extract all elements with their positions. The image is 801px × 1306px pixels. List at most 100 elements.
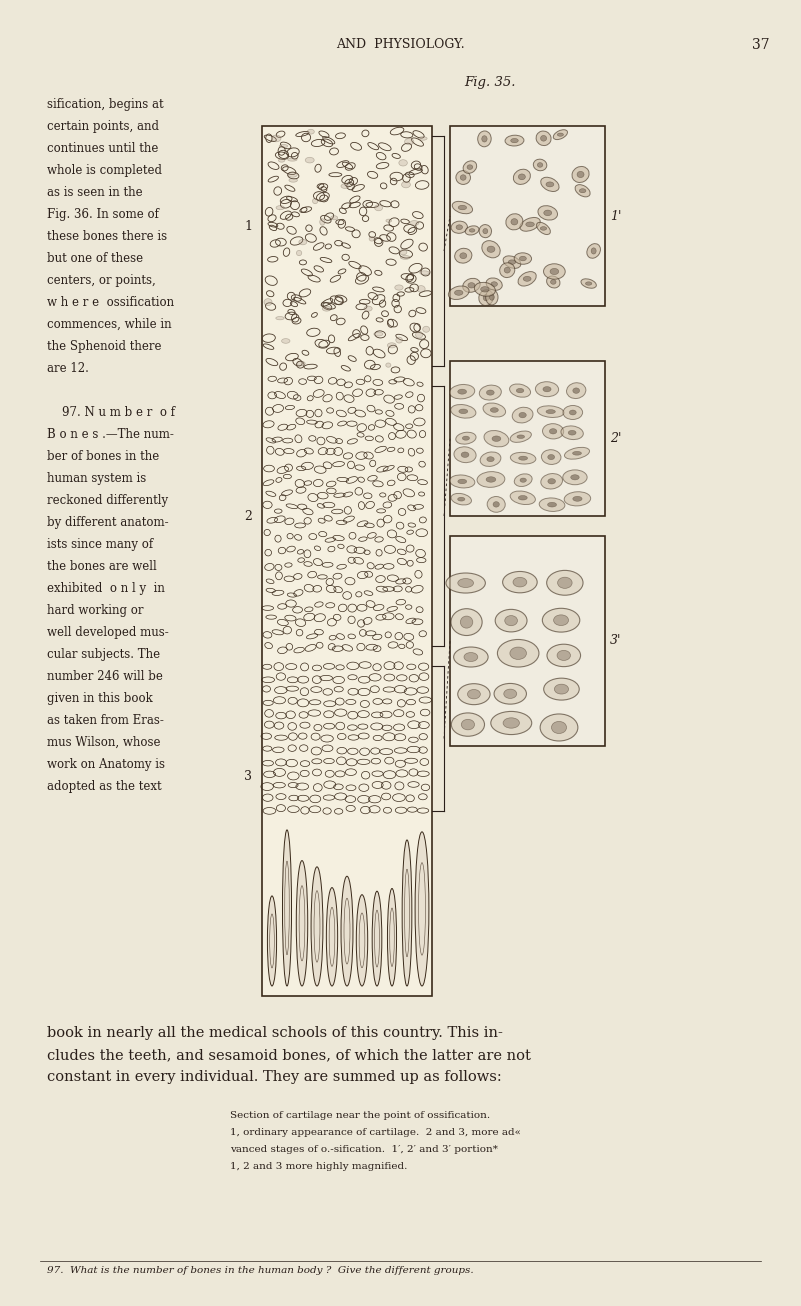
Ellipse shape	[486, 477, 496, 482]
Ellipse shape	[417, 286, 425, 293]
Text: as taken from Eras-: as taken from Eras-	[47, 714, 164, 727]
Ellipse shape	[568, 431, 576, 435]
Ellipse shape	[490, 407, 498, 413]
Ellipse shape	[489, 294, 494, 300]
Text: 3': 3'	[610, 635, 622, 648]
Ellipse shape	[457, 389, 466, 394]
Ellipse shape	[451, 609, 482, 636]
Ellipse shape	[550, 269, 559, 274]
Ellipse shape	[461, 720, 474, 730]
Ellipse shape	[416, 332, 423, 338]
Ellipse shape	[451, 405, 476, 418]
Ellipse shape	[418, 137, 427, 140]
Ellipse shape	[511, 218, 517, 225]
Text: certain points, and: certain points, and	[47, 120, 159, 133]
Text: work on Anatomy is: work on Anatomy is	[47, 757, 165, 771]
Ellipse shape	[356, 895, 368, 986]
Ellipse shape	[546, 276, 560, 289]
Ellipse shape	[492, 436, 501, 441]
Ellipse shape	[573, 496, 582, 502]
Ellipse shape	[388, 342, 396, 347]
Ellipse shape	[446, 573, 485, 593]
Text: commences, while in: commences, while in	[47, 317, 171, 330]
Ellipse shape	[546, 410, 555, 414]
Ellipse shape	[453, 201, 473, 214]
Ellipse shape	[486, 390, 494, 396]
Text: 97. N u m b e r  o f: 97. N u m b e r o f	[47, 406, 175, 419]
Ellipse shape	[272, 135, 281, 142]
Bar	[262, 125, 432, 996]
Text: 2': 2'	[610, 432, 622, 445]
Ellipse shape	[542, 423, 564, 439]
Text: 1, ordinary appearance of cartilage.  2 and 3, more ad«: 1, ordinary appearance of cartilage. 2 a…	[230, 1128, 521, 1138]
Ellipse shape	[386, 363, 391, 367]
Ellipse shape	[505, 136, 524, 146]
Ellipse shape	[505, 615, 517, 626]
Ellipse shape	[573, 388, 580, 393]
Ellipse shape	[537, 163, 543, 167]
Ellipse shape	[487, 457, 494, 461]
Ellipse shape	[500, 263, 515, 278]
Ellipse shape	[415, 832, 429, 986]
Ellipse shape	[561, 426, 583, 440]
Bar	[450, 360, 605, 516]
Text: 1, 2 and 3 more highly magnified.: 1, 2 and 3 more highly magnified.	[230, 1162, 408, 1171]
Ellipse shape	[454, 290, 463, 295]
Ellipse shape	[464, 653, 477, 662]
Ellipse shape	[486, 278, 502, 290]
Text: sification, begins at: sification, begins at	[47, 98, 163, 111]
Text: 2: 2	[244, 509, 252, 522]
Ellipse shape	[506, 214, 523, 230]
Ellipse shape	[519, 256, 526, 261]
Ellipse shape	[283, 829, 292, 986]
Ellipse shape	[497, 640, 539, 667]
Ellipse shape	[519, 413, 526, 418]
Ellipse shape	[326, 888, 338, 986]
Ellipse shape	[487, 496, 505, 512]
Text: reckoned differently: reckoned differently	[47, 494, 168, 507]
Ellipse shape	[462, 436, 469, 440]
Ellipse shape	[461, 616, 473, 628]
Ellipse shape	[551, 721, 566, 734]
Ellipse shape	[399, 159, 408, 166]
Ellipse shape	[467, 165, 473, 170]
Text: 97.  What is the number of bones in the human body ?  Give the different groups.: 97. What is the number of bones in the h…	[47, 1266, 473, 1275]
Ellipse shape	[591, 248, 596, 255]
Ellipse shape	[308, 129, 314, 135]
Ellipse shape	[547, 644, 581, 666]
Ellipse shape	[517, 388, 524, 393]
Ellipse shape	[575, 184, 590, 197]
Ellipse shape	[548, 503, 557, 507]
Text: w h e r e  ossification: w h e r e ossification	[47, 296, 174, 310]
Ellipse shape	[553, 129, 567, 140]
Text: by different anatom-: by different anatom-	[47, 516, 169, 529]
Ellipse shape	[459, 409, 468, 414]
Ellipse shape	[479, 385, 501, 400]
Ellipse shape	[479, 225, 492, 238]
Ellipse shape	[554, 684, 569, 693]
Ellipse shape	[463, 278, 481, 293]
Bar	[450, 125, 605, 306]
Ellipse shape	[449, 475, 475, 488]
Ellipse shape	[504, 690, 517, 699]
Ellipse shape	[341, 184, 349, 188]
Ellipse shape	[400, 249, 407, 255]
Ellipse shape	[572, 166, 589, 183]
Ellipse shape	[537, 406, 564, 418]
Text: hard working or: hard working or	[47, 603, 143, 616]
Ellipse shape	[331, 215, 338, 219]
Ellipse shape	[520, 478, 526, 482]
Ellipse shape	[299, 239, 307, 244]
Ellipse shape	[320, 218, 325, 225]
Ellipse shape	[375, 205, 383, 210]
Ellipse shape	[401, 182, 410, 188]
Ellipse shape	[510, 431, 531, 443]
Ellipse shape	[541, 178, 559, 192]
Text: 1: 1	[244, 219, 252, 232]
Ellipse shape	[289, 179, 297, 183]
Ellipse shape	[495, 610, 527, 632]
Ellipse shape	[453, 646, 488, 667]
Text: given in this book: given in this book	[47, 692, 153, 705]
Ellipse shape	[276, 316, 284, 320]
Ellipse shape	[514, 474, 532, 487]
